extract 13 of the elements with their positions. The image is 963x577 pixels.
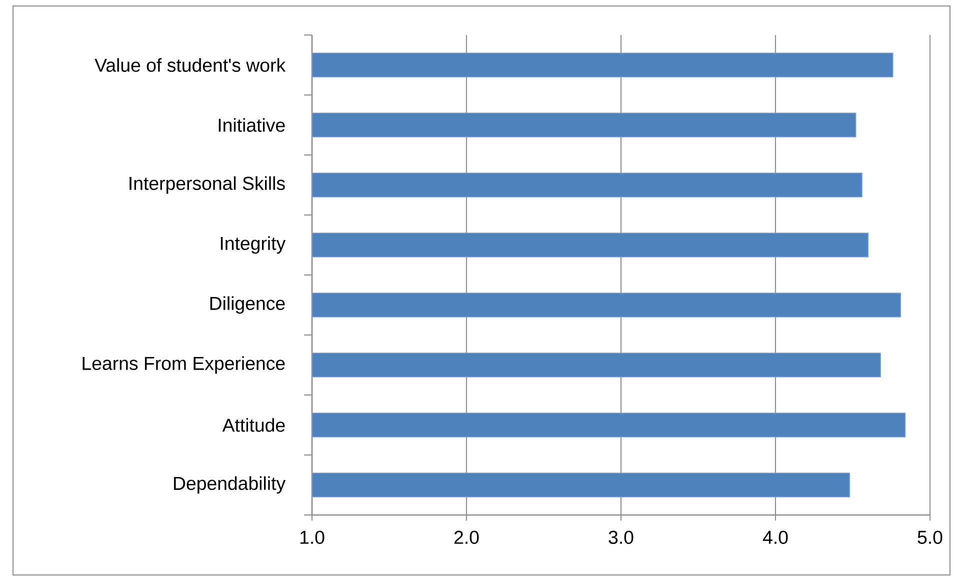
y-tick-label: Integrity <box>220 236 286 254</box>
y-tick-label: Diligence <box>210 296 285 314</box>
x-tick-label: 1.0 <box>300 530 324 544</box>
y-tick-label: Interpersonal Skills <box>130 176 285 194</box>
y-tick-label: Dependability <box>174 476 286 494</box>
y-tick-label: Learns From Experience <box>82 356 285 374</box>
y-tick-label: Initiative <box>218 118 285 132</box>
x-tick-label: 5.0 <box>918 530 942 544</box>
x-tick-label: 4.0 <box>762 530 788 544</box>
x-tick-label: 2.0 <box>454 530 479 544</box>
y-tick-label: Attitude <box>222 418 285 432</box>
y-tick-label: Value of student's work <box>94 58 286 72</box>
x-tick-label: 3.0 <box>608 530 634 544</box>
